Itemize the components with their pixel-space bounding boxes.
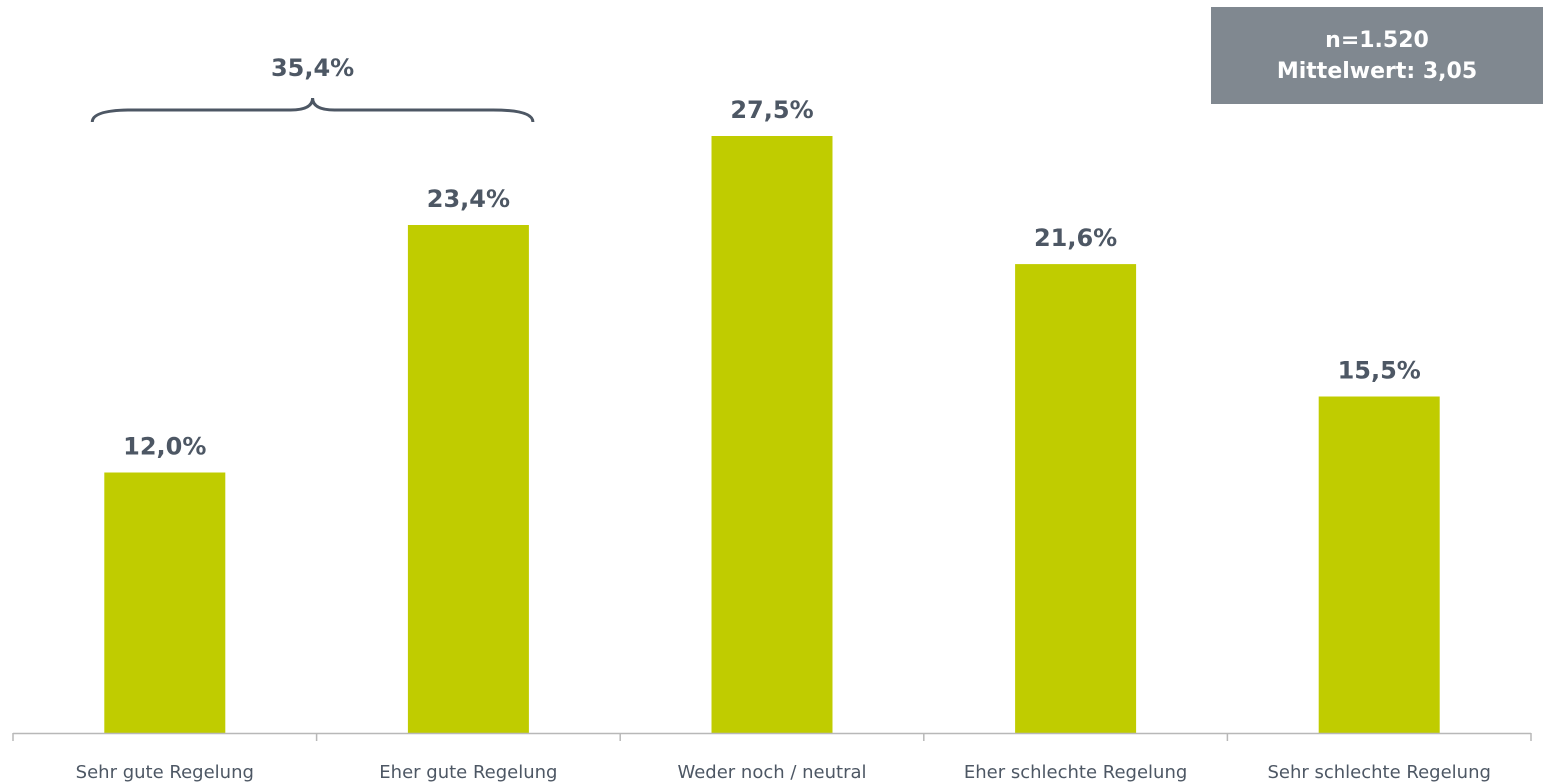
bar-3: [711, 136, 833, 733]
category-label-2: Eher gute Regelung: [379, 762, 557, 783]
bracket-sum-label: 35,4%: [271, 54, 354, 82]
bar-2: [407, 225, 529, 733]
sample-size-text: n=1.520: [1325, 27, 1429, 53]
data-label-4: 21,6%: [1034, 224, 1117, 252]
category-label-1: Sehr gute Regelung: [76, 762, 254, 783]
bar-5: [1318, 396, 1440, 733]
category-label-3: Weder noch / neutral: [677, 762, 866, 783]
data-label-5: 15,5%: [1338, 357, 1421, 385]
category-label-4: Eher schlechte Regelung: [964, 762, 1187, 783]
category-label-5: Sehr schlechte Regelung: [1267, 762, 1490, 783]
data-label-3: 27,5%: [730, 96, 813, 124]
x-axis: [12, 732, 1532, 741]
bars-group: [104, 136, 1440, 733]
data-label-1: 12,0%: [123, 433, 206, 461]
category-labels-group: Sehr gute Regelung Eher gute Regelung Wede…: [76, 762, 1491, 783]
data-label-2: 23,4%: [427, 185, 510, 213]
curly-bracket-shape: [90, 97, 535, 123]
value-labels-group: 12,0% 23,4% 27,5% 21,6% 15,5%: [123, 96, 1421, 461]
bar-4: [1015, 264, 1137, 733]
mean-value-text: Mittelwert: 3,05: [1276, 58, 1478, 84]
sample-info-box: n=1.520 Mittelwert: 3,05: [1211, 7, 1543, 104]
summary-bracket: 35,4%: [90, 54, 535, 123]
bar-1: [104, 472, 226, 733]
